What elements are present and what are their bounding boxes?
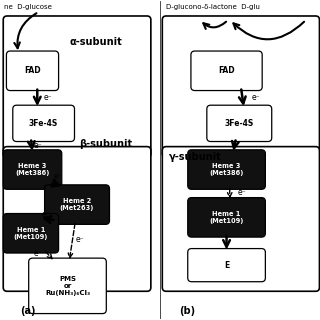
Text: e⁻: e⁻ — [53, 172, 62, 181]
FancyBboxPatch shape — [188, 150, 265, 189]
Text: PMS
or
Ru(NH₃)₆Cl₃: PMS or Ru(NH₃)₆Cl₃ — [45, 276, 90, 296]
FancyBboxPatch shape — [3, 147, 151, 291]
Text: α-subunit: α-subunit — [70, 37, 123, 47]
FancyBboxPatch shape — [44, 185, 109, 224]
Text: FAD: FAD — [24, 66, 41, 75]
Text: β-subunit: β-subunit — [79, 139, 132, 149]
Text: Heme 1
(Met109): Heme 1 (Met109) — [14, 227, 48, 240]
Text: e⁻: e⁻ — [76, 235, 84, 244]
FancyBboxPatch shape — [162, 16, 319, 157]
Text: ne  D-glucose: ne D-glucose — [4, 4, 52, 10]
FancyBboxPatch shape — [3, 150, 62, 189]
Text: FAD: FAD — [218, 66, 235, 75]
FancyBboxPatch shape — [162, 147, 319, 291]
FancyBboxPatch shape — [13, 105, 75, 141]
Text: e⁻: e⁻ — [252, 93, 260, 102]
Text: e⁻: e⁻ — [42, 210, 51, 219]
FancyBboxPatch shape — [3, 16, 151, 157]
Text: Heme 3
(Met386): Heme 3 (Met386) — [209, 163, 244, 176]
FancyBboxPatch shape — [188, 197, 265, 237]
Text: (a): (a) — [20, 306, 35, 316]
FancyBboxPatch shape — [3, 213, 59, 253]
FancyBboxPatch shape — [188, 249, 265, 282]
Text: Heme 3
(Met386): Heme 3 (Met386) — [15, 163, 50, 176]
Text: (b): (b) — [179, 306, 195, 316]
Text: 3Fe-4S: 3Fe-4S — [29, 119, 58, 128]
Text: Heme 2
(Met263): Heme 2 (Met263) — [60, 198, 94, 211]
FancyBboxPatch shape — [6, 51, 59, 91]
Text: e⁻: e⁻ — [44, 93, 52, 102]
FancyBboxPatch shape — [191, 51, 262, 91]
Text: γ-subunit: γ-subunit — [169, 152, 222, 162]
FancyBboxPatch shape — [29, 258, 106, 314]
Text: E: E — [224, 261, 229, 270]
Text: Heme 1
(Met109): Heme 1 (Met109) — [209, 211, 244, 224]
Text: e⁻: e⁻ — [34, 141, 43, 150]
Text: e⁻: e⁻ — [34, 250, 43, 259]
Text: e⁻: e⁻ — [238, 188, 246, 197]
Text: 3Fe-4S: 3Fe-4S — [225, 119, 254, 128]
FancyBboxPatch shape — [207, 105, 272, 141]
Text: D-glucono-δ-lactone  D-glu: D-glucono-δ-lactone D-glu — [166, 4, 260, 10]
